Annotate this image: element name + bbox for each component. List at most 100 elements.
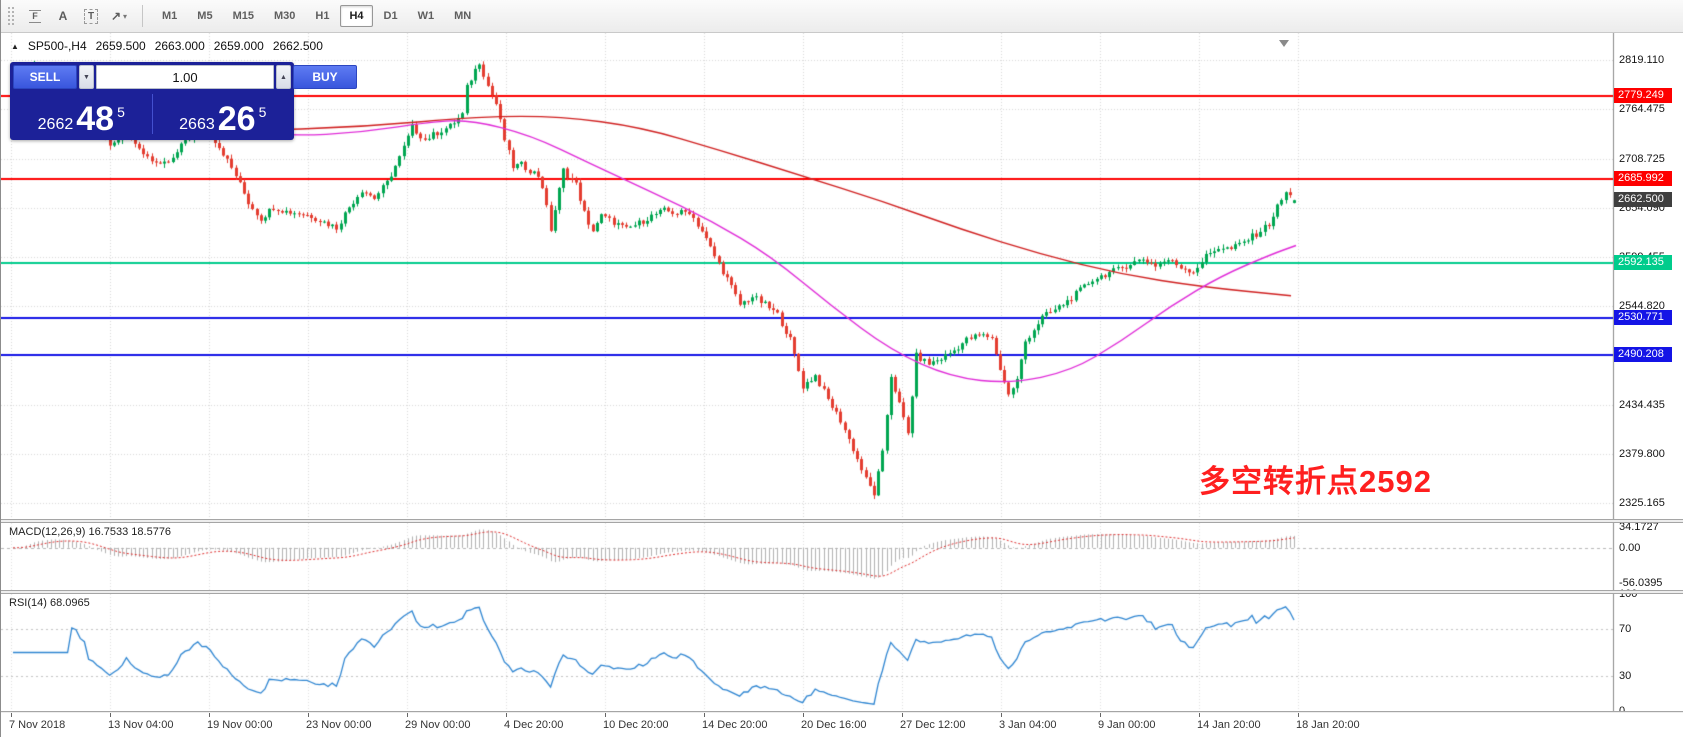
- timeframe-h4-button[interactable]: H4: [340, 5, 373, 27]
- time-axis-tick: [506, 713, 507, 717]
- time-axis-label: 19 Nov 00:00: [207, 719, 273, 731]
- time-axis-tick: [605, 713, 606, 717]
- high-value: 2663.000: [154, 39, 205, 53]
- price-axis-label: 2544.820: [1619, 299, 1665, 312]
- price-level-tag: 2490.208: [1614, 346, 1672, 362]
- time-axis-label: 14 Jan 20:00: [1197, 719, 1261, 731]
- buy-button[interactable]: BUY: [293, 65, 357, 89]
- shapes-tool-glyph: ↗: [110, 9, 122, 23]
- rsi-timeaxis-separator: [1, 711, 1683, 713]
- toolbar: F A T ↗ ▾ M1 M5 M15 M30 H1 H4 D1 W1 MN: [1, 0, 1683, 33]
- trade-controls-row: SELL ▼ ▲ BUY: [13, 65, 357, 89]
- price-divider: [151, 94, 153, 134]
- time-axis-label: 20 Dec 16:00: [801, 719, 867, 731]
- rsi-axis-label: 70: [1619, 623, 1632, 636]
- price-level-tag: 2685.992: [1614, 171, 1672, 187]
- timeframe-d1-button[interactable]: D1: [375, 5, 407, 27]
- rsi-panel-canvas[interactable]: [1, 594, 1683, 711]
- price-axis-label: 2708.725: [1619, 152, 1665, 165]
- low-value: 2659.000: [213, 39, 264, 53]
- toolbar-separator: [142, 5, 143, 27]
- dropdown-caret-icon: ▾: [123, 11, 128, 21]
- time-axis-label: 7 Nov 2018: [9, 719, 66, 731]
- chart-macd-separator[interactable]: [1, 519, 1683, 523]
- price-level-tag: 2530.771: [1614, 310, 1672, 326]
- time-axis-tick: [704, 713, 705, 717]
- sell-price-sup: 5: [117, 104, 125, 120]
- time-axis-label: 29 Nov 00:00: [405, 719, 471, 731]
- chart-annotation-text: 多空转折点2592: [1199, 464, 1432, 499]
- timeframe-mn-button[interactable]: MN: [445, 5, 480, 27]
- close-value: 2662.500: [272, 39, 323, 53]
- symbol-name: SP500-,H4: [27, 39, 87, 53]
- time-axis-label: 3 Jan 04:00: [999, 719, 1057, 731]
- one-click-trading-panel: SELL ▼ ▲ BUY 2662 48 5 2663 26 5: [10, 62, 357, 140]
- trade-prices-row: 2662 48 5 2663 26 5: [13, 91, 291, 137]
- time-axis[interactable]: 7 Nov 2018 13 Nov 04:00 19 Nov 00:00 23 Nov…: [1, 713, 1683, 737]
- macd-axis-label: 0.00: [1619, 541, 1641, 554]
- fibonacci-tool-icon[interactable]: F: [22, 4, 48, 28]
- text-tool-icon[interactable]: A: [50, 4, 76, 28]
- time-axis-tick: [803, 713, 804, 717]
- macd-rsi-separator[interactable]: [1, 590, 1683, 594]
- sell-price-prefix: 2662: [37, 116, 74, 134]
- time-axis-tick: [1298, 713, 1299, 717]
- macd-axis-label: 34.1727: [1619, 520, 1659, 533]
- time-axis-label: 18 Jan 20:00: [1296, 719, 1360, 731]
- label-tool-icon[interactable]: T: [78, 4, 104, 28]
- price-axis-label: 2819.110: [1619, 53, 1665, 66]
- chart-shift-marker-icon[interactable]: [1279, 40, 1289, 47]
- volume-decrease-button[interactable]: ▼: [79, 65, 94, 89]
- macd-axis-label: -56.0395: [1619, 576, 1663, 589]
- symbol-ohlc-header: ▲ SP500-,H4 2659.500 2663.000 2659.000 2…: [11, 39, 323, 53]
- time-axis-tick: [110, 713, 111, 717]
- price-level-tag: 2662.500: [1614, 192, 1672, 208]
- time-axis-tick: [1199, 713, 1200, 717]
- timeframe-m1-button[interactable]: M1: [153, 5, 186, 27]
- collapse-triangle-icon[interactable]: ▲: [11, 41, 19, 51]
- label-tool-glyph: T: [83, 8, 99, 24]
- time-axis-label: 10 Dec 20:00: [603, 719, 669, 731]
- time-axis-label: 27 Dec 12:00: [900, 719, 966, 731]
- buy-price-big: 26: [217, 100, 256, 139]
- macd-indicator-label: MACD(12,26,9) 16.7533 18.5776: [9, 526, 172, 538]
- fibonacci-tool-glyph: F: [29, 9, 41, 23]
- rsi-indicator-label: RSI(14) 68.0965: [9, 597, 90, 609]
- timeframe-w1-button[interactable]: W1: [409, 5, 444, 27]
- timeframe-m5-button[interactable]: M5: [188, 5, 221, 27]
- sell-price-display[interactable]: 2662 48 5: [13, 91, 150, 137]
- time-axis-tick: [11, 713, 12, 717]
- volume-input[interactable]: [96, 65, 274, 89]
- timeframe-h1-button[interactable]: H1: [306, 5, 338, 27]
- price-axis-label: 2325.165: [1619, 496, 1665, 509]
- caret-up-icon: ▲: [280, 73, 287, 81]
- buy-price-display[interactable]: 2663 26 5: [155, 91, 292, 137]
- rsi-axis-label: 30: [1619, 669, 1632, 682]
- time-axis-label: 13 Nov 04:00: [108, 719, 174, 731]
- sell-price-big: 48: [76, 100, 115, 139]
- time-axis-tick: [1100, 713, 1101, 717]
- toolbar-grip[interactable]: [7, 6, 15, 26]
- timeframe-group: M1 M5 M15 M30 H1 H4 D1 W1 MN: [153, 5, 480, 27]
- time-axis-tick: [1001, 713, 1002, 717]
- time-axis-tick: [308, 713, 309, 717]
- price-axis-label: 2434.435: [1619, 398, 1665, 411]
- time-axis-tick: [902, 713, 903, 717]
- time-axis-tick: [209, 713, 210, 717]
- price-level-tag: 2779.249: [1614, 87, 1672, 103]
- time-axis-label: 9 Jan 00:00: [1098, 719, 1156, 731]
- volume-increase-button[interactable]: ▲: [276, 65, 291, 89]
- sell-button[interactable]: SELL: [13, 65, 77, 89]
- time-axis-tick: [407, 713, 408, 717]
- drawing-tools-group: F A T ↗ ▾: [22, 4, 132, 28]
- macd-panel-canvas[interactable]: [1, 523, 1683, 590]
- buy-price-sup: 5: [258, 104, 267, 120]
- shapes-tool-icon[interactable]: ↗ ▾: [106, 4, 132, 28]
- time-axis-label: 4 Dec 20:00: [504, 719, 564, 731]
- timeframe-m15-button[interactable]: M15: [224, 5, 263, 27]
- timeframe-m30-button[interactable]: M30: [265, 5, 304, 27]
- time-axis-label: 14 Dec 20:00: [702, 719, 768, 731]
- price-axis-label: 2764.475: [1619, 102, 1665, 115]
- text-tool-glyph: A: [58, 9, 68, 23]
